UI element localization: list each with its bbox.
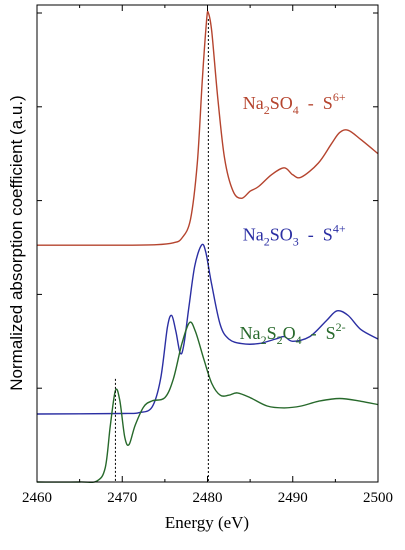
series-label-0: Na2SO4 - S6+ [243, 90, 346, 117]
series-label-part: 4+ [333, 221, 346, 235]
series-label-part: 2- [336, 320, 346, 334]
series-label-part: SO [270, 93, 293, 113]
series-label-part: 4 [296, 333, 302, 347]
series-label-part: Na [243, 93, 264, 113]
x-tick-label-3: 2490 [278, 490, 308, 506]
y-axis-title: Normalized absorption coefficient (a.u.) [7, 95, 26, 390]
x-axis-title: Energy (eV) [165, 513, 249, 532]
axis-ticks: 2460 2470 2480 2490 2500 [22, 5, 393, 506]
series-label-part: S [267, 323, 277, 343]
x-tick-label-2: 2480 [193, 490, 223, 506]
series-label-part: Na [240, 323, 261, 343]
series-annotations: Na2SO4 - S6+Na2SO3 - S4+Na2S2O4 - S2- [240, 90, 346, 347]
series-label-part: 2 [264, 103, 270, 117]
series-label-part: 4 [293, 103, 299, 117]
series-label-part: Na [243, 224, 264, 244]
x-tick-label-4: 2500 [363, 490, 393, 506]
series-line-2 [36, 321, 379, 484]
series-layer [36, 10, 379, 484]
series-label-part: 2 [264, 234, 270, 248]
series-label-1: Na2SO3 - S4+ [243, 221, 346, 248]
series-label-part: 3 [293, 234, 299, 248]
series-label-part: - S [302, 323, 336, 343]
series-label-part: 6+ [333, 90, 346, 104]
series-label-part: SO [270, 224, 293, 244]
series-label-part: 2 [277, 333, 283, 347]
series-label-part: O [283, 323, 296, 343]
x-tick-label-1: 2470 [107, 490, 137, 506]
series-line-0 [37, 10, 379, 246]
series-line-1 [36, 243, 379, 415]
series-label-2: Na2S2O4 - S2- [240, 320, 346, 347]
series-label-part: - S [299, 224, 333, 244]
series-label-part: 2 [261, 333, 267, 347]
reference-lines [114, 19, 209, 482]
x-tick-label-0: 2460 [22, 490, 52, 506]
series-label-part: - S [299, 93, 333, 113]
